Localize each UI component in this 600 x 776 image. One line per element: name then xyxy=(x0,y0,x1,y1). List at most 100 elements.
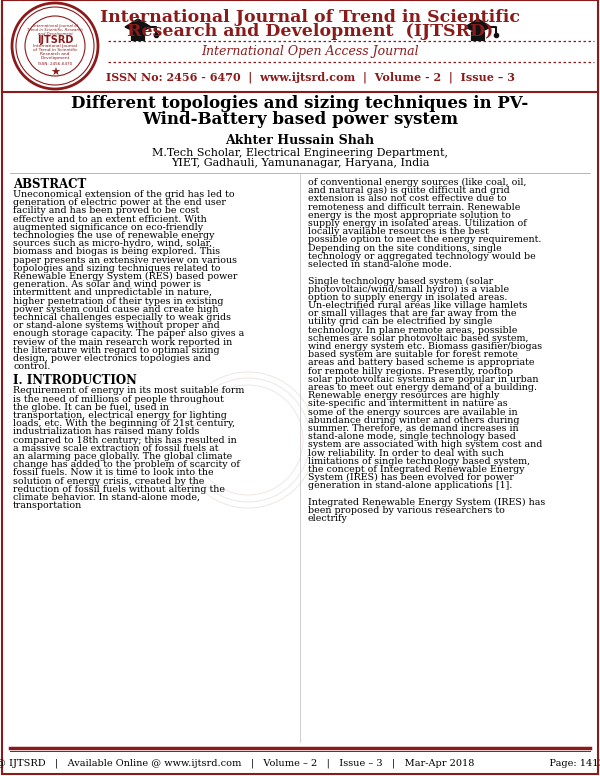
Text: photovoltaic/wind/small hydro) is a viable: photovoltaic/wind/small hydro) is a viab… xyxy=(308,285,509,294)
Text: transportation, electrical energy for lighting: transportation, electrical energy for li… xyxy=(13,411,227,420)
Text: enough storage capacity. The paper also gives a: enough storage capacity. The paper also … xyxy=(13,329,244,338)
Text: generation of electric power at the end user: generation of electric power at the end … xyxy=(13,198,226,207)
Text: is the need of millions of people throughout: is the need of millions of people throug… xyxy=(13,395,224,404)
Text: technologies the use of renewable energy: technologies the use of renewable energy xyxy=(13,231,215,240)
Text: compared to 18th century; this has resulted in: compared to 18th century; this has resul… xyxy=(13,435,237,445)
Text: higher penetration of their types in existing: higher penetration of their types in exi… xyxy=(13,296,223,306)
Text: M.Tech Scholar, Electrical Engineering Department,: M.Tech Scholar, Electrical Engineering D… xyxy=(152,148,448,158)
Text: an alarming pace globally. The global climate: an alarming pace globally. The global cl… xyxy=(13,452,232,461)
Text: utility grid can be electrified by single: utility grid can be electrified by singl… xyxy=(308,317,493,327)
Text: ISSN: 2456-6470: ISSN: 2456-6470 xyxy=(38,62,72,66)
Text: Renewable energy resources are highly: Renewable energy resources are highly xyxy=(308,391,499,400)
Text: the literature with regard to optimal sizing: the literature with regard to optimal si… xyxy=(13,346,220,355)
Text: reduction of fossil fuels without altering the: reduction of fossil fuels without alteri… xyxy=(13,485,225,494)
Text: System (IRES) has been evolved for power: System (IRES) has been evolved for power xyxy=(308,473,514,483)
Text: stand-alone mode, single technology based: stand-alone mode, single technology base… xyxy=(308,432,516,442)
Text: Different topologies and sizing techniques in PV-: Different topologies and sizing techniqu… xyxy=(71,95,529,113)
FancyBboxPatch shape xyxy=(472,32,484,40)
Text: I. INTRODUCTION: I. INTRODUCTION xyxy=(13,374,137,387)
Text: International Journal of Trend in Scientific: International Journal of Trend in Scient… xyxy=(100,9,520,26)
Text: locally available resources is the best: locally available resources is the best xyxy=(308,227,489,236)
Text: technology or aggregated technology would be: technology or aggregated technology woul… xyxy=(308,251,536,261)
Text: schemes are solar photovoltaic based system,: schemes are solar photovoltaic based sys… xyxy=(308,334,529,343)
Text: transportation: transportation xyxy=(13,501,82,510)
Text: ★: ★ xyxy=(50,68,60,78)
Text: solar photovoltaic systems are popular in urban: solar photovoltaic systems are popular i… xyxy=(308,375,539,384)
Text: or stand-alone systems without proper and: or stand-alone systems without proper an… xyxy=(13,321,220,331)
Text: biomass and biogas is being explored. This: biomass and biogas is being explored. Th… xyxy=(13,248,220,256)
Text: Depending on the site conditions, single: Depending on the site conditions, single xyxy=(308,244,502,253)
Text: Research and Development  (IJTSRD): Research and Development (IJTSRD) xyxy=(127,23,493,40)
Text: low reliability. In order to deal with such: low reliability. In order to deal with s… xyxy=(308,449,504,458)
Text: technology. In plane remote areas, possible: technology. In plane remote areas, possi… xyxy=(308,326,517,334)
Text: topologies and sizing techniques related to: topologies and sizing techniques related… xyxy=(13,264,221,273)
Text: fossil fuels. Now it is time to look into the: fossil fuels. Now it is time to look int… xyxy=(13,469,214,477)
Text: Single technology based system (solar: Single technology based system (solar xyxy=(308,276,493,286)
Text: loads, etc. With the beginning of 21st century,: loads, etc. With the beginning of 21st c… xyxy=(13,419,235,428)
Text: Akhter Hussain Shah: Akhter Hussain Shah xyxy=(226,133,374,147)
Text: change has added to the problem of scarcity of: change has added to the problem of scarc… xyxy=(13,460,240,469)
Polygon shape xyxy=(125,19,151,33)
Text: energy is the most appropriate solution to: energy is the most appropriate solution … xyxy=(308,211,511,220)
Text: Requirement of energy in its most suitable form: Requirement of energy in its most suitab… xyxy=(13,386,244,396)
Text: augmented significance on eco-friendly: augmented significance on eco-friendly xyxy=(13,223,203,232)
Text: areas and battery based scheme is appropriate: areas and battery based scheme is approp… xyxy=(308,359,535,367)
Text: intermittent and unpredictable in nature,: intermittent and unpredictable in nature… xyxy=(13,289,212,297)
Text: paper presents an extensive review on various: paper presents an extensive review on va… xyxy=(13,255,237,265)
Text: International Journal of: International Journal of xyxy=(32,24,77,28)
Text: power system could cause and create high: power system could cause and create high xyxy=(13,305,218,314)
Text: effective and to an extent efficient. With: effective and to an extent efficient. Wi… xyxy=(13,215,207,223)
Text: control.: control. xyxy=(13,362,50,371)
Text: Development: Development xyxy=(40,56,70,60)
Text: ISSN No: 2456 - 6470  |  www.ijtsrd.com  |  Volume - 2  |  Issue – 3: ISSN No: 2456 - 6470 | www.ijtsrd.com | … xyxy=(106,71,515,83)
Text: technical challenges especially to weak grids: technical challenges especially to weak … xyxy=(13,313,231,322)
Text: a massive scale extraction of fossil fuels at: a massive scale extraction of fossil fue… xyxy=(13,444,218,453)
Text: remoteness and difficult terrain. Renewable: remoteness and difficult terrain. Renewa… xyxy=(308,203,520,212)
Text: of Trend in Scientific: of Trend in Scientific xyxy=(33,48,77,52)
Text: design, power electronics topologies and: design, power electronics topologies and xyxy=(13,354,211,363)
Text: Uneconomical extension of the grid has led to: Uneconomical extension of the grid has l… xyxy=(13,190,235,199)
Text: abundance during winter and others during: abundance during winter and others durin… xyxy=(308,416,520,424)
Text: limitations of single technology based system,: limitations of single technology based s… xyxy=(308,457,530,466)
FancyBboxPatch shape xyxy=(131,32,145,40)
Text: @ IJTSRD   |   Available Online @ www.ijtsrd.com   |   Volume – 2   |   Issue – : @ IJTSRD | Available Online @ www.ijtsrd… xyxy=(0,758,600,767)
Bar xyxy=(2,0,598,92)
Text: system are associated with high system cost and: system are associated with high system c… xyxy=(308,441,542,449)
Text: International Journal: International Journal xyxy=(33,44,77,48)
Text: electrify: electrify xyxy=(308,514,348,523)
Text: based system are suitable for forest remote: based system are suitable for forest rem… xyxy=(308,350,518,359)
Text: areas to meet out energy demand of a building.: areas to meet out energy demand of a bui… xyxy=(308,383,537,392)
Text: possible option to meet the energy requirement.: possible option to meet the energy requi… xyxy=(308,235,541,244)
Text: been proposed by various researchers to: been proposed by various researchers to xyxy=(308,506,505,515)
Text: facility and has been proved to be cost: facility and has been proved to be cost xyxy=(13,206,199,216)
Text: Research and: Research and xyxy=(40,52,70,56)
Text: option to supply energy in isolated areas.: option to supply energy in isolated area… xyxy=(308,293,508,302)
Text: Renewable Energy System (RES) based power: Renewable Energy System (RES) based powe… xyxy=(13,272,238,281)
Text: generation. As solar and wind power is: generation. As solar and wind power is xyxy=(13,280,201,289)
Text: review of the main research work reported in: review of the main research work reporte… xyxy=(13,338,232,347)
Polygon shape xyxy=(465,19,491,33)
Text: or small villages that are far away from the: or small villages that are far away from… xyxy=(308,309,517,318)
Text: wind energy system etc. Biomass gasifier/biogas: wind energy system etc. Biomass gasifier… xyxy=(308,342,542,351)
Text: International Open Access Journal: International Open Access Journal xyxy=(201,44,419,57)
Text: selected in stand-alone mode.: selected in stand-alone mode. xyxy=(308,260,452,269)
Text: the globe. It can be fuel, used in: the globe. It can be fuel, used in xyxy=(13,403,169,412)
Text: Wind-Battery based power system: Wind-Battery based power system xyxy=(142,110,458,127)
Text: of conventional energy sources (like coal, oil,: of conventional energy sources (like coa… xyxy=(308,178,527,187)
Text: summer. Therefore, as demand increases in: summer. Therefore, as demand increases i… xyxy=(308,424,518,433)
Text: and natural gas) is quite difficult and grid: and natural gas) is quite difficult and … xyxy=(308,186,510,196)
Text: the concept of Integrated Renewable Energy: the concept of Integrated Renewable Ener… xyxy=(308,465,524,474)
Text: YIET, Gadhauli, Yamunanagar, Haryana, India: YIET, Gadhauli, Yamunanagar, Haryana, In… xyxy=(171,158,429,168)
Text: for remote hilly regions. Presently, rooftop: for remote hilly regions. Presently, roo… xyxy=(308,366,513,376)
Text: some of the energy sources are available in: some of the energy sources are available… xyxy=(308,407,518,417)
Text: supply energy in isolated areas. Utilization of: supply energy in isolated areas. Utiliza… xyxy=(308,219,527,228)
Text: ABSTRACT: ABSTRACT xyxy=(13,178,86,191)
Text: extension is also not cost effective due to: extension is also not cost effective due… xyxy=(308,195,506,203)
Text: climate behavior. In stand-alone mode,: climate behavior. In stand-alone mode, xyxy=(13,493,200,502)
Text: sources such as micro-hydro, wind, solar,: sources such as micro-hydro, wind, solar… xyxy=(13,239,212,248)
Text: industrialization has raised many folds: industrialization has raised many folds xyxy=(13,428,199,436)
Text: IJTSRD: IJTSRD xyxy=(37,35,73,45)
Text: and Development: and Development xyxy=(38,32,73,36)
Text: generation in stand-alone applications [1].: generation in stand-alone applications [… xyxy=(308,481,512,490)
Text: Un-electrified rural areas like village hamlets: Un-electrified rural areas like village … xyxy=(308,301,527,310)
